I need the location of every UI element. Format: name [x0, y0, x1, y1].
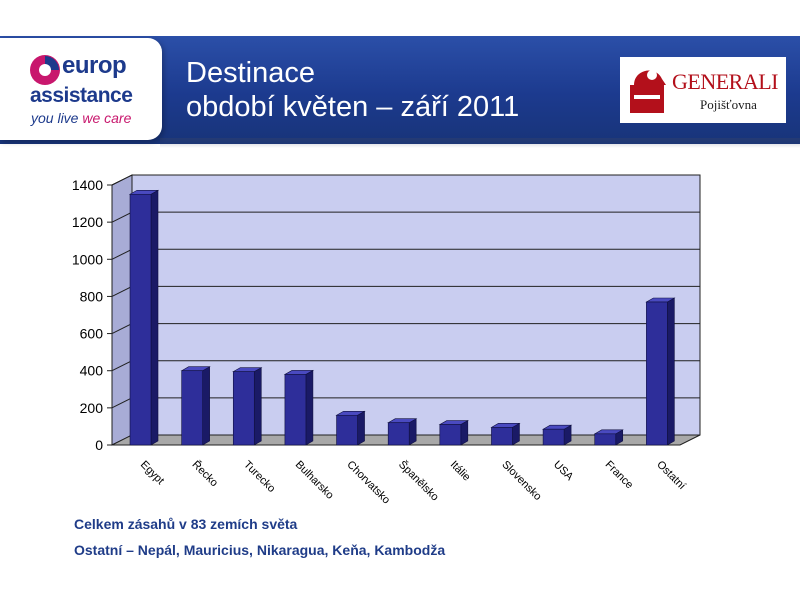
partner-name: GENERALI [672, 69, 778, 94]
bar [181, 370, 203, 446]
y-tick-label: 400 [80, 363, 104, 379]
bar-chart: 0 200 400 600 800 1000 1200 1400 Egypt Řecko Turec… [72, 174, 701, 507]
lion-emblem-icon [630, 70, 666, 113]
bar [129, 193, 152, 446]
bar-side [202, 366, 210, 446]
x-tick-label: France [603, 459, 636, 492]
brand-europ: europ [62, 52, 127, 79]
europ-assistance-emblem-icon [30, 55, 60, 85]
bar [387, 422, 410, 446]
y-tick-label: 600 [80, 326, 104, 342]
y-tick-label: 200 [80, 400, 104, 416]
y-tick-label: 1000 [72, 251, 103, 267]
y-tick-label: 0 [95, 437, 103, 453]
x-tick-label: Španělsko [396, 458, 442, 504]
x-tick-label: Chorvatsko [344, 459, 392, 507]
bar [542, 428, 565, 446]
bar-side [667, 297, 675, 446]
x-tick-label: Egypt [138, 459, 166, 487]
bar [232, 371, 255, 446]
y-tick-label: 800 [80, 288, 104, 304]
bar [491, 427, 513, 446]
partner-subtitle: Pojišťovna [700, 97, 757, 112]
bar [646, 301, 668, 446]
footer-others: Ostatní – Nepál, Mauricius, Nikaragua, K… [74, 542, 446, 558]
footer-total: Celkem zásahů v 83 zemích světa [74, 516, 298, 532]
x-tick-label: Bulharsko [293, 459, 336, 502]
bar-side [150, 189, 159, 446]
brand-tagline-a: you live [31, 110, 79, 126]
x-tick-label: Itálie [448, 459, 473, 484]
brand-assistance: assistance [30, 84, 133, 107]
x-tick-label: Turecko [241, 459, 277, 495]
y-tick-label: 1200 [72, 214, 103, 230]
bar-side [408, 418, 417, 446]
generali-logo: GENERALI Pojišťovna [620, 57, 786, 123]
europ-assistance-logo-panel [0, 38, 162, 140]
title-line-1: Destinace [186, 57, 315, 89]
brand-tagline-b: we care [82, 110, 132, 126]
bar [439, 424, 462, 446]
bar [284, 374, 307, 446]
bar [594, 433, 617, 446]
header-shadow [160, 138, 800, 148]
x-tick-label: Ostatní [654, 459, 688, 493]
bar-side [357, 410, 365, 446]
chart-side-wall [111, 174, 133, 446]
bar-side [305, 369, 314, 446]
brand-tagline: you live we care [31, 110, 131, 126]
title-line-2: období květen – září 2011 [186, 91, 520, 123]
x-tick-label: Slovensko [499, 459, 543, 503]
y-tick-label: 1400 [72, 177, 103, 193]
bar-side [253, 367, 262, 446]
x-tick-label: USA [551, 459, 576, 484]
page-title: Destinace období květen – září 2011 [186, 56, 519, 124]
bar [336, 414, 358, 446]
x-tick-label: Řecko [190, 458, 221, 489]
chart-back-wall [131, 174, 701, 436]
gridline [111, 174, 700, 186]
